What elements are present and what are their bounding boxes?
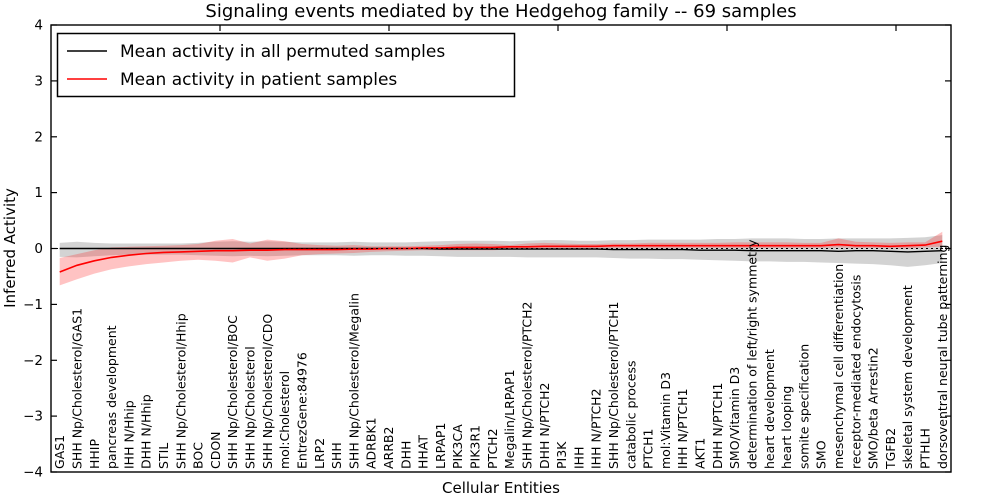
legend-box [56, 32, 516, 98]
x-tick-label: PTCH1 [641, 428, 656, 469]
x-tick-label: SHH [329, 442, 344, 469]
y-tick-label: 0 [34, 241, 43, 257]
x-tick-label: SHH Np/Cholesterol/CDO [260, 314, 275, 469]
x-tick-label: IHH N/Hhip [121, 400, 136, 469]
x-tick-label: SHH Np/Cholesterol/GAS1 [70, 308, 85, 469]
x-tick-label: SMO [814, 440, 829, 469]
x-tick-label: DHH [398, 441, 413, 469]
x-tick-label: SHH Np/Cholesterol/PTCH2 [520, 302, 535, 470]
x-tick-label: receptor-mediated endocytosis [848, 275, 863, 469]
x-tick-label: determination of left/right symmetry [745, 239, 760, 469]
x-tick-label: HHAT [416, 435, 431, 469]
x-tick-label: IHH N/PTCH2 [589, 388, 604, 469]
x-tick-label: PIK3CA [450, 424, 465, 469]
y-axis-label: Inferred Activity [1, 188, 19, 308]
y-tick-label: 3 [34, 73, 43, 89]
x-tick-label: PTCH2 [485, 428, 500, 469]
legend-label-patient-samples: Mean activity in patient samples [120, 70, 397, 90]
x-tick-label: PIK3R1 [468, 425, 483, 469]
x-tick-label: SHH Np/Cholesterol [243, 346, 258, 469]
x-tick-label: HHIP [87, 439, 102, 469]
x-tick-label: SHH Np/Cholesterol/Megalin [346, 293, 361, 469]
x-tick-label: SMO/Vitamin D3 [727, 367, 742, 469]
axes-layer: GAS1 SHH Np/Cholesterol/GAS1 HHIP pancreas … [23, 18, 951, 481]
x-tick-label: STIL [156, 443, 171, 469]
chart-title: Signaling events mediated by the Hedgeho… [205, 1, 796, 22]
x-tick-label: SMO/beta Arrestin2 [866, 347, 881, 469]
y-tick-label: −1 [23, 297, 43, 313]
y-tick-label: 1 [34, 185, 43, 201]
x-tick-label: Megalin/LRPAP1 [502, 369, 517, 469]
x-tick-label: pancreas development [104, 325, 119, 469]
legend: Mean activity in all permuted samples Me… [56, 32, 516, 98]
chart-layer [51, 231, 951, 286]
x-tick-label: heart looping [779, 386, 794, 469]
x-tick-label: dorsoventral neural tube patterning [935, 244, 950, 469]
x-tick-label: IHH N/PTCH1 [675, 388, 690, 469]
x-tick-label: SHH Np/Cholesterol/BOC [225, 315, 240, 469]
legend-label-permuted-samples: Mean activity in all permuted samples [120, 42, 445, 62]
permuted-confidence-band [59, 235, 943, 267]
x-tick-label: PI3K [554, 441, 569, 469]
x-tick-label: PTHLH [918, 428, 933, 469]
x-tick-label: DHH N/PTCH1 [710, 383, 725, 469]
x-tick-label: LRPAP1 [433, 423, 448, 469]
y-tick-label: −4 [23, 465, 43, 481]
y-tick-label: 4 [34, 18, 43, 34]
x-tick-label: ARRB2 [381, 427, 396, 469]
x-tick-label: mol:Vitamin D3 [658, 372, 673, 469]
x-tick-label: SHH Np/Cholesterol/PTCH1 [606, 302, 621, 470]
x-tick-label: ADRBK1 [364, 417, 379, 469]
x-tick-label: catabolic process [623, 360, 638, 469]
plot-border [50, 24, 952, 473]
y-tick-label: −3 [23, 409, 43, 425]
y-tick-label: −2 [23, 353, 43, 369]
x-tick-label: LRP2 [312, 438, 327, 469]
x-tick-label: TGFB2 [883, 428, 898, 470]
x-tick-label: skeletal system development [900, 285, 915, 469]
x-tick-label: DHH N/PTCH2 [537, 383, 552, 469]
x-tick-label: EntrezGene:84976 [295, 352, 310, 469]
x-tick-label: SHH Np/Cholesterol/Hhip [173, 313, 188, 469]
x-axis-label: Cellular Entities [442, 479, 560, 497]
x-tick-label: DHH N/Hhip [139, 394, 154, 469]
x-tick-label: AKT1 [693, 438, 708, 469]
y-tick-label: 2 [34, 129, 43, 145]
x-tick-label: BOC [191, 442, 206, 469]
x-tick-label: heart development [762, 349, 777, 469]
x-tick-label: mesenchymal cell differentiation [831, 264, 846, 469]
x-tick-label: CDON [208, 431, 223, 469]
x-tick-label: GAS1 [52, 435, 67, 469]
x-tick-label: IHH [571, 447, 586, 470]
patient-mean-line [59, 240, 943, 273]
x-tick-label: mol:Cholesterol [277, 371, 292, 469]
x-tick-label: somite specification [796, 344, 811, 469]
